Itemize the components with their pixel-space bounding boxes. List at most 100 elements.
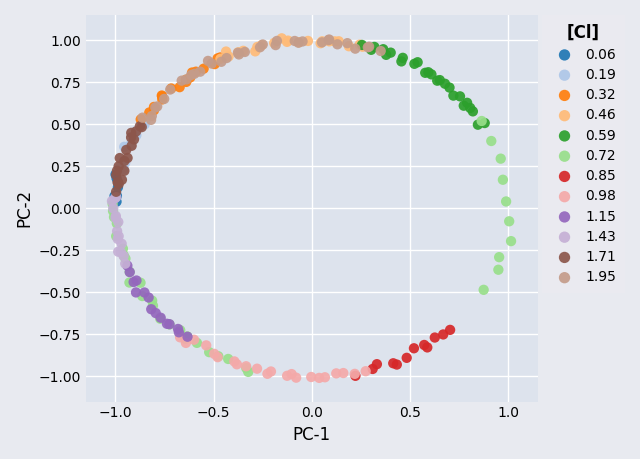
1.43 (116, 240, 127, 247)
1.15 (122, 262, 132, 269)
1.95 (272, 37, 282, 45)
0.32 (198, 65, 209, 73)
1.95 (258, 41, 268, 48)
0.32 (149, 106, 159, 114)
0.98 (360, 368, 371, 375)
1.71 (112, 167, 122, 174)
1.95 (363, 44, 373, 51)
0.32 (149, 103, 159, 111)
0.32 (187, 69, 197, 76)
1.43 (113, 248, 124, 255)
1.15 (173, 325, 183, 333)
0.32 (181, 78, 191, 85)
1.15 (164, 320, 175, 328)
0.72 (501, 198, 511, 205)
0.98 (252, 365, 262, 372)
1.95 (255, 44, 265, 51)
0.98 (212, 353, 223, 361)
0.98 (232, 361, 242, 368)
Point (213, 353, 223, 360)
0.32 (157, 93, 167, 100)
0.59 (357, 41, 367, 49)
0.59 (420, 69, 430, 77)
0.59 (397, 54, 408, 62)
1.43 (108, 205, 118, 212)
Point (147, 297, 157, 304)
1.95 (221, 54, 232, 62)
Point (243, 368, 253, 375)
Point (148, 302, 158, 309)
0.46 (215, 55, 225, 62)
0.98 (266, 368, 276, 375)
Point (136, 279, 146, 286)
0.46 (269, 39, 279, 47)
1.95 (293, 39, 303, 46)
0.59 (432, 77, 442, 84)
0.98 (306, 373, 316, 381)
1.15 (129, 278, 139, 285)
0.46 (317, 38, 327, 45)
1.71 (113, 162, 124, 170)
0.85 (445, 326, 455, 334)
0.46 (223, 53, 234, 60)
0.72 (504, 218, 515, 225)
0.72 (493, 266, 504, 274)
1.15 (162, 320, 172, 327)
0.59 (479, 119, 490, 127)
Legend: 0.06, 0.19, 0.32, 0.46, 0.59, 0.72, 0.85, 0.98, 1.15, 1.43, 1.71, 1.95: 0.06, 0.19, 0.32, 0.46, 0.59, 0.72, 0.85… (542, 15, 625, 293)
1.95 (298, 38, 308, 45)
0.85 (419, 341, 429, 349)
1.95 (364, 43, 374, 50)
0.19 (126, 142, 136, 149)
1.15 (131, 277, 141, 284)
0.32 (185, 74, 195, 81)
0.06 (111, 198, 122, 205)
Point (120, 255, 131, 262)
1.71 (121, 146, 131, 154)
1.95 (271, 41, 281, 49)
1.71 (122, 154, 132, 162)
0.98 (189, 336, 199, 343)
0.46 (221, 48, 231, 55)
0.59 (423, 68, 433, 76)
1.95 (240, 48, 250, 56)
0.46 (330, 38, 340, 45)
0.46 (344, 43, 354, 50)
0.46 (283, 37, 293, 44)
0.19 (120, 159, 131, 167)
0.46 (294, 39, 304, 46)
0.59 (409, 60, 419, 67)
0.19 (119, 143, 129, 151)
0.59 (440, 80, 450, 87)
0.32 (157, 96, 168, 103)
0.98 (241, 363, 252, 370)
0.32 (209, 61, 220, 68)
1.43 (111, 193, 122, 201)
1.95 (195, 68, 205, 75)
0.98 (175, 334, 185, 341)
1.95 (332, 41, 342, 48)
0.85 (429, 334, 440, 341)
Point (182, 333, 193, 340)
0.59 (465, 104, 476, 112)
1.95 (186, 71, 196, 78)
0.32 (175, 84, 185, 91)
0.19 (118, 165, 129, 173)
0.46 (324, 38, 334, 45)
Point (108, 201, 118, 208)
1.71 (119, 157, 129, 165)
0.06 (112, 192, 122, 200)
0.85 (367, 365, 378, 373)
0.72 (498, 176, 508, 184)
0.59 (396, 58, 406, 65)
0.98 (229, 358, 239, 365)
1.71 (113, 179, 123, 186)
1.95 (233, 49, 243, 56)
Point (108, 207, 118, 215)
0.46 (316, 39, 326, 47)
0.06 (109, 192, 120, 200)
0.59 (455, 93, 465, 100)
1.43 (112, 227, 122, 235)
0.85 (438, 331, 449, 338)
0.06 (111, 175, 122, 182)
